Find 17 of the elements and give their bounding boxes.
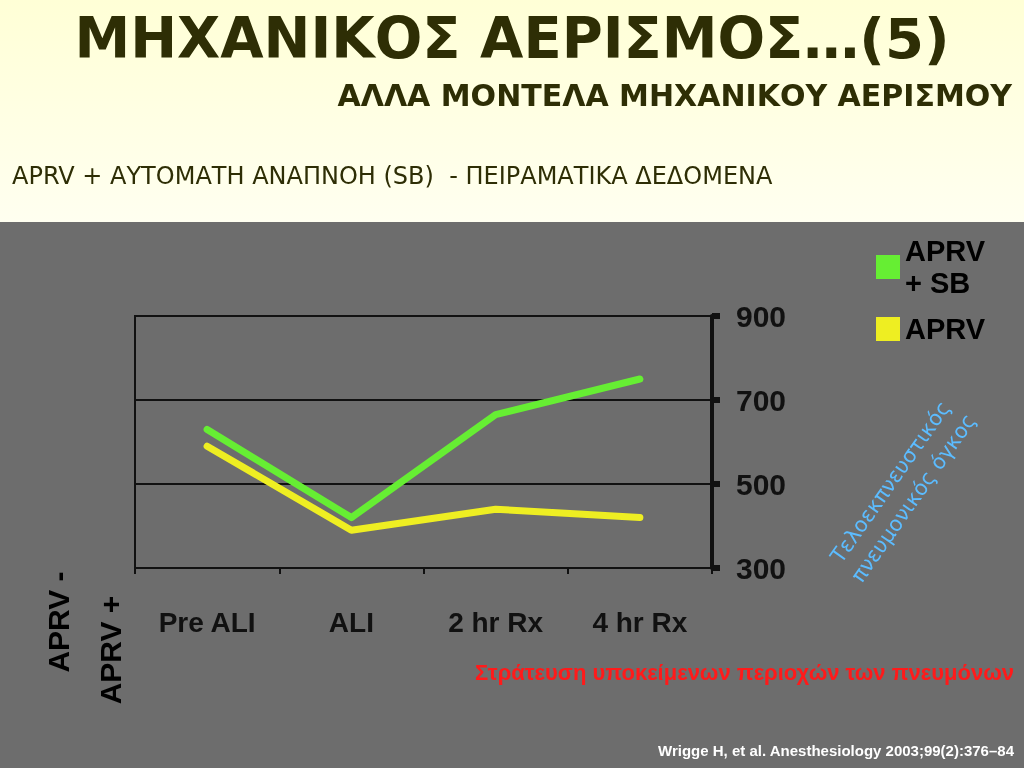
x-tick-label: 4 hr Rx [592,606,688,638]
legend-label: APRV + SB [905,235,994,299]
text: APRV - [41,571,75,673]
x-tick-label: ALI [328,606,374,638]
text: Στράτευση υποκείμενων περιοχών των πνευμόνων [474,659,1014,685]
text: Wrigge H, et al. Anesthesiology 2003;99(2):376–84 [658,741,1015,759]
y-tick-label: 700 [736,383,787,417]
y-tick-label: 900 [736,299,787,333]
x-tick-label: 2 hr Rx [448,606,544,638]
chart-title: ΜΗΧΑΝΙΚΟΣ ΑΕΡΙΣΜΟΣ…(5) [73,6,951,71]
text: APRV + [93,595,127,705]
text: APRV + ΑΥΤΟΜΑΤΗ ΑΝΑΠΝΟΗ (SB) - ΠΕΙΡΑΜΑΤΙΚΑ ΔΕΔΟΜΕΝΑ [12,162,773,190]
legend-label: APRV [905,313,986,345]
y-tick-label: 500 [736,467,787,501]
y-tick-label: 300 [736,551,787,585]
chart-subtitle: ΑΛΛΑ ΜΟΝΤΕΛΑ ΜΗΧΑΝΙΚΟΥ ΑΕΡΙΣΜΟΥ [337,78,1012,113]
x-tick-label: Pre ALI [158,606,256,638]
